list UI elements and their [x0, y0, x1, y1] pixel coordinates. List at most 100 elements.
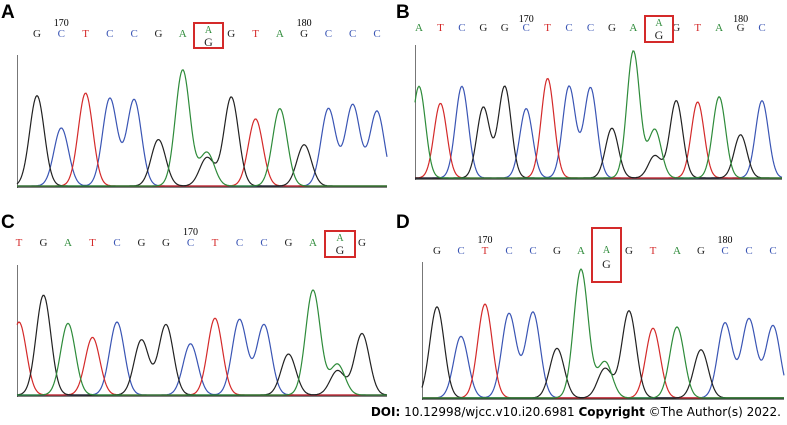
trace-channel-t [17, 92, 387, 187]
trace-channel-t [422, 303, 784, 399]
citation-footer: DOI: 10.12998/wjcc.v10.i20.6981 Copyrigh… [371, 405, 781, 419]
copyright-label: Copyright [578, 405, 645, 419]
chromatogram-trace [414, 45, 783, 180]
doi-value: 10.12998/wjcc.v10.i20.6981 [400, 405, 579, 419]
position-marker: 170 [518, 14, 534, 25]
base-call: C [235, 237, 244, 249]
base-call: C [113, 237, 121, 249]
base-call: C [529, 245, 537, 257]
trace-channel-a [17, 69, 387, 187]
base-call: C [457, 245, 465, 257]
trace-channel-a [422, 268, 784, 399]
het-base-top: A [204, 25, 213, 36]
chromatogram-trace [421, 262, 785, 400]
het-base-top: A [655, 18, 663, 29]
base-call: T [82, 28, 89, 40]
trace-channel-c [17, 318, 387, 396]
base-call: G [672, 22, 681, 34]
position-marker: 180 [717, 235, 733, 246]
trace-channel-c [415, 85, 783, 179]
base-call: A [309, 237, 317, 249]
position-marker: 180 [296, 18, 312, 29]
base-call: G [697, 245, 705, 257]
panel-label: D [396, 212, 410, 233]
panel-label: C [1, 212, 15, 233]
base-call: A [577, 245, 585, 257]
het-base-bottom: G [204, 35, 213, 49]
base-call: G [284, 237, 293, 249]
base-call: G [154, 28, 163, 40]
het-base-bottom: G [654, 28, 664, 42]
base-call: G [162, 237, 170, 249]
trace-channel-a [414, 50, 782, 179]
base-call: A [64, 237, 72, 249]
het-base-top: A [336, 233, 344, 244]
het-base-bottom: G [602, 257, 611, 271]
base-call: T [544, 22, 551, 34]
position-marker: 170 [477, 235, 493, 246]
base-call: C [458, 22, 466, 34]
base-call: A [415, 22, 423, 34]
trace-channel-g [415, 85, 782, 179]
base-call: C [349, 28, 357, 40]
base-call: C [186, 237, 195, 249]
base-call: A [178, 28, 187, 40]
base-call: G [137, 237, 146, 249]
trace-channel-g [16, 94, 387, 187]
base-call: G [736, 22, 745, 34]
base-call: G [500, 22, 509, 34]
base-call: G [300, 28, 309, 40]
base-call: G [33, 28, 41, 40]
base-call: C [745, 245, 753, 257]
base-call: C [565, 22, 573, 34]
base-call: T [481, 245, 489, 257]
copyright-value: ©The Author(s) 2022. [644, 405, 781, 419]
base-call: G [227, 28, 236, 40]
base-call: T [252, 28, 259, 40]
base-call: A [629, 22, 638, 34]
position-marker: 180 [733, 14, 749, 25]
chromatogram-trace [16, 265, 388, 397]
position-marker: 170 [53, 18, 69, 29]
base-call: C [260, 237, 268, 249]
base-call: G [625, 245, 633, 257]
base-call: C [586, 22, 595, 34]
base-call: T [211, 237, 219, 249]
base-call: G [607, 22, 616, 34]
base-call: C [57, 28, 65, 40]
het-base-top: A [602, 245, 611, 256]
base-call: C [769, 245, 777, 257]
base-call: T [437, 22, 444, 34]
het-base-bottom: G [335, 243, 345, 257]
base-call: C [130, 28, 138, 40]
trace-channel-t [415, 77, 782, 179]
base-call: G [433, 245, 441, 257]
base-call: T [89, 237, 96, 249]
base-call: A [673, 245, 681, 257]
base-call: C [373, 28, 381, 40]
base-call: C [758, 22, 766, 34]
base-call: C [106, 28, 114, 40]
panel-label: B [396, 2, 410, 23]
trace-channel-t [16, 317, 387, 396]
base-call: G [358, 237, 366, 249]
chromatogram-trace [16, 55, 388, 188]
base-call: G [39, 237, 48, 249]
trace-channel-c [17, 97, 388, 187]
trace-channel-a [17, 289, 387, 396]
doi-label: DOI: [370, 405, 401, 419]
base-call: T [694, 22, 702, 34]
base-call: A [715, 22, 724, 34]
base-call: T [649, 245, 657, 257]
base-call: A [275, 28, 284, 40]
panel-label: A [1, 2, 15, 23]
base-call: C [522, 22, 530, 34]
base-call: C [324, 28, 333, 40]
position-marker: 170 [183, 227, 198, 238]
base-call: C [721, 245, 729, 257]
base-call: C [505, 245, 513, 257]
